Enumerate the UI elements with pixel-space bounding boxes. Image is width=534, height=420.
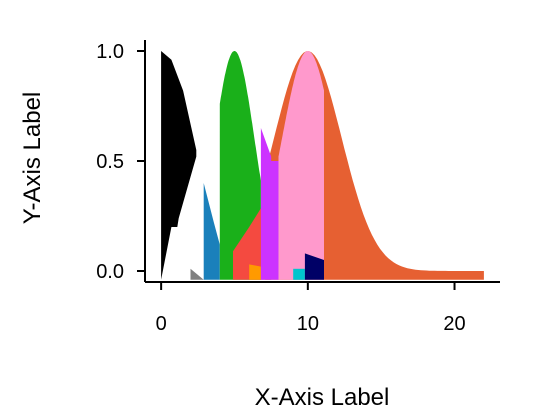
area-series-7 bbox=[249, 264, 261, 280]
area-series-5 bbox=[219, 51, 261, 280]
x-ticks: 0 10 20 bbox=[156, 282, 466, 335]
y-tick-label: 1.0 bbox=[96, 41, 124, 63]
y-axis-title: Y-Axis Label bbox=[19, 92, 46, 225]
area-series-3 bbox=[190, 268, 204, 280]
area-series-9 bbox=[278, 51, 324, 280]
area-series-4 bbox=[203, 183, 220, 280]
x-tick-label: 10 bbox=[297, 313, 319, 335]
area-series-10 bbox=[293, 268, 305, 280]
y-tick-label: 0.0 bbox=[96, 261, 124, 283]
area-series-8 bbox=[260, 128, 279, 280]
y-ticks: 0.0 0.5 1.0 bbox=[96, 41, 145, 283]
x-tick-label: 20 bbox=[443, 313, 465, 335]
area-series-2 bbox=[161, 51, 197, 280]
plot-areas bbox=[161, 51, 484, 280]
y-tick-label: 0.5 bbox=[96, 151, 124, 173]
x-tick-label: 0 bbox=[156, 313, 167, 335]
area-series-11 bbox=[304, 253, 324, 280]
x-axis-title: X-Axis Label bbox=[255, 384, 390, 411]
